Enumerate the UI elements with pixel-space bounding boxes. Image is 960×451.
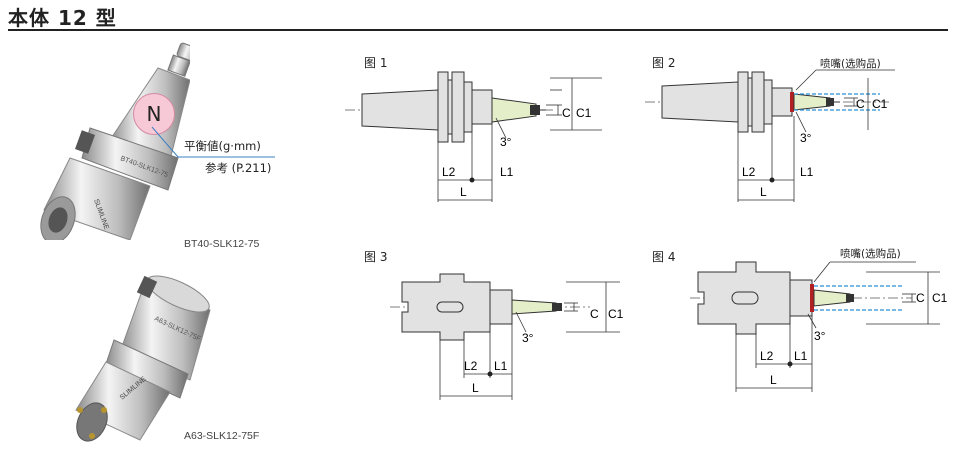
figure-4-drawing: C C1 3° L2 L1 L — [690, 261, 948, 392]
fig2-angle: 3° — [800, 131, 812, 145]
bt40-caption: BT40-SLK12-75 — [184, 238, 260, 250]
fig3-label: 图 3 — [364, 250, 388, 264]
fig3-l2: L2 — [464, 359, 478, 373]
fig3-angle: 3° — [522, 331, 534, 345]
fig4-nozzle-note: 喷嘴(选购品) — [840, 248, 901, 260]
fig4-l: L — [770, 373, 777, 387]
fig4-c: C — [916, 291, 925, 305]
a63-holder-photo: A63-SLK12-75F SLIMLINE — [75, 275, 211, 442]
fig1-label: 图 1 — [364, 56, 388, 70]
fig2-nozzle-note: 喷嘴(选购品) — [820, 58, 881, 70]
balance-badge: N — [133, 93, 175, 135]
figure-1-drawing: C C1 3° L2 L1 L — [345, 71, 602, 202]
fig2-label: 图 2 — [652, 56, 676, 70]
balance-note-line2: 参考 (P.211) — [205, 161, 272, 175]
a63-caption: A63-SLK12-75F — [184, 430, 260, 442]
fig2-c1: C1 — [872, 97, 888, 111]
fig4-angle: 3° — [814, 329, 826, 343]
fig4-c1: C1 — [932, 291, 948, 305]
fig2-c: C — [856, 97, 865, 111]
fig2-l2: L2 — [742, 165, 756, 179]
balance-note-line1: 平衡値(g·mm) — [184, 139, 261, 153]
fig4-label: 图 4 — [652, 250, 676, 264]
fig1-c: C — [562, 106, 571, 120]
balance-leader — [151, 126, 275, 158]
fig3-l: L — [472, 381, 479, 395]
bt40-holder-photo: BT40-SLK12-75 SLIMLINE — [40, 42, 190, 240]
fig1-angle: 3° — [500, 135, 512, 149]
figure-3-drawing: C C1 3° L2 L1 L — [390, 273, 624, 400]
fig3-c: C — [590, 307, 599, 321]
fig1-l: L — [460, 185, 467, 199]
fig3-c1: C1 — [608, 307, 624, 321]
figure-2-drawing: C C1 3° L2 L1 L — [645, 69, 895, 202]
fig4-l2: L2 — [760, 349, 774, 363]
title-rule — [8, 29, 948, 31]
fig1-l2: L2 — [442, 165, 456, 179]
fig4-l1: L1 — [794, 349, 808, 363]
fig1-c1: C1 — [576, 106, 592, 120]
fig1-l1: L1 — [500, 165, 514, 179]
fig2-l: L — [760, 185, 767, 199]
fig3-l1: L1 — [494, 359, 508, 373]
fig2-l1: L1 — [800, 165, 814, 179]
page-title: 本体 12 型 — [8, 6, 117, 30]
